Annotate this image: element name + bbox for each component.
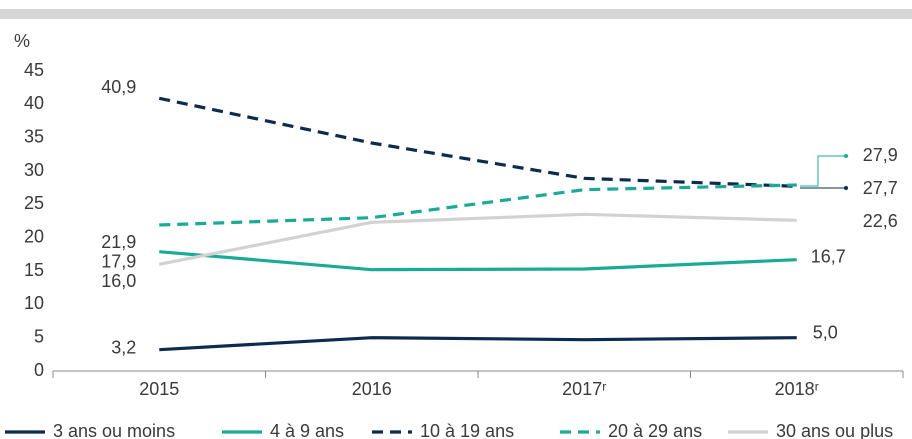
callout bbox=[800, 155, 846, 187]
data-label: 3,2 bbox=[111, 337, 136, 357]
y-tick-label: 45 bbox=[24, 60, 44, 80]
series-line bbox=[158, 212, 797, 266]
data-label: 21,9 bbox=[101, 232, 136, 252]
x-tick-label: 2016 bbox=[352, 379, 392, 399]
data-label: 16,0 bbox=[101, 271, 136, 291]
y-tick-label: 10 bbox=[24, 293, 44, 313]
series-line bbox=[159, 336, 797, 352]
legend-label: 30 ans ou plus bbox=[776, 421, 893, 439]
legend-label: 10 à 19 ans bbox=[420, 421, 514, 439]
y-axis-label: % bbox=[14, 31, 30, 51]
x-tick-label: 2018ʳ bbox=[775, 379, 819, 399]
callout-dot bbox=[844, 154, 848, 158]
y-tick-label: 40 bbox=[24, 93, 44, 113]
data-label: 16,7 bbox=[811, 246, 846, 266]
legend-label: 3 ans ou moins bbox=[53, 421, 175, 439]
series-line bbox=[159, 250, 797, 272]
y-tick-label: 20 bbox=[24, 226, 44, 246]
data-label: 40,9 bbox=[101, 77, 136, 97]
y-tick-label: 15 bbox=[24, 260, 44, 280]
y-tick-label: 0 bbox=[34, 360, 44, 380]
data-label: 5,0 bbox=[813, 322, 838, 342]
callout-dot bbox=[844, 186, 848, 190]
x-tick-label: 2015 bbox=[139, 379, 179, 399]
series-line bbox=[158, 96, 797, 188]
data-label: 22,6 bbox=[863, 211, 898, 231]
y-tick-label: 5 bbox=[34, 326, 44, 346]
data-label: 17,9 bbox=[101, 251, 136, 271]
y-tick-label: 35 bbox=[24, 126, 44, 146]
legend-label: 4 à 9 ans bbox=[270, 421, 344, 439]
y-tick-label: 25 bbox=[24, 193, 44, 213]
legend-label: 20 à 29 ans bbox=[608, 421, 702, 439]
y-tick-label: 30 bbox=[24, 160, 44, 180]
data-label: 27,7 bbox=[863, 178, 898, 198]
x-tick-label: 2017ʳ bbox=[562, 379, 606, 399]
top-band bbox=[0, 9, 912, 19]
data-label: 27,9 bbox=[863, 145, 898, 165]
